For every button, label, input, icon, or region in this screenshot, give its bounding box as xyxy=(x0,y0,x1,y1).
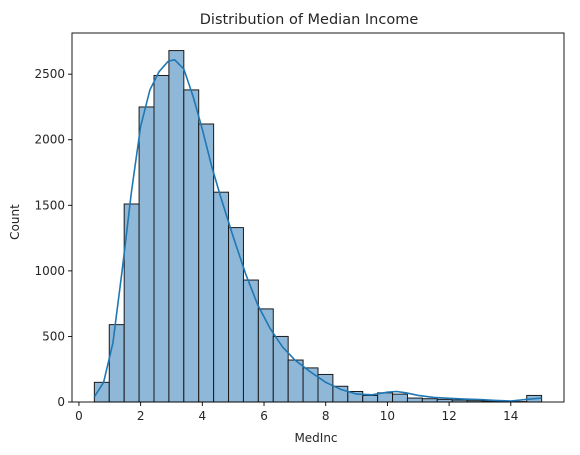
histogram-bar xyxy=(153,74,170,403)
histogram-bar xyxy=(242,279,259,403)
y-tick-label: 2500 xyxy=(34,67,65,81)
histogram-bar xyxy=(272,335,289,403)
y-axis-label: Count xyxy=(8,204,22,240)
histogram-bar xyxy=(183,89,200,403)
x-tick-label: 6 xyxy=(260,409,268,423)
histogram-bar xyxy=(421,398,438,403)
histogram-bar xyxy=(108,324,125,403)
x-tick-label: 10 xyxy=(380,409,395,423)
x-tick-label: 14 xyxy=(503,409,518,423)
histogram-bar xyxy=(302,367,319,403)
y-tick-label: 0 xyxy=(57,395,65,409)
x-ticks: 0 2 4 6 8 10 12 14 xyxy=(75,402,518,423)
plot-frame xyxy=(71,32,565,403)
kde-line xyxy=(93,58,542,402)
x-tick-label: 8 xyxy=(322,409,330,423)
histogram-bar xyxy=(168,50,185,403)
x-tick-label: 4 xyxy=(199,409,207,423)
bars-group xyxy=(93,50,543,403)
y-tick-label: 1000 xyxy=(34,264,65,278)
histogram-bar xyxy=(138,106,155,403)
y-tick-label: 1500 xyxy=(34,198,65,212)
x-axis-label: MedInc xyxy=(294,431,337,445)
y-tick-label: 500 xyxy=(42,329,65,343)
y-ticks: 0 500 1000 1500 2000 2500 xyxy=(34,67,72,409)
histogram-bar xyxy=(213,191,230,403)
histogram-bar xyxy=(362,394,379,403)
x-tick-label: 2 xyxy=(137,409,145,423)
histogram-bar xyxy=(257,308,274,403)
x-tick-label: 0 xyxy=(75,409,83,423)
histogram-bar xyxy=(406,397,423,403)
chart-title: Distribution of Median Income xyxy=(200,12,419,28)
histogram-bar xyxy=(287,359,304,403)
x-tick-label: 12 xyxy=(441,409,456,423)
histogram-bar xyxy=(228,227,244,403)
y-tick-label: 2000 xyxy=(34,133,65,147)
histogram-bar xyxy=(392,393,408,403)
